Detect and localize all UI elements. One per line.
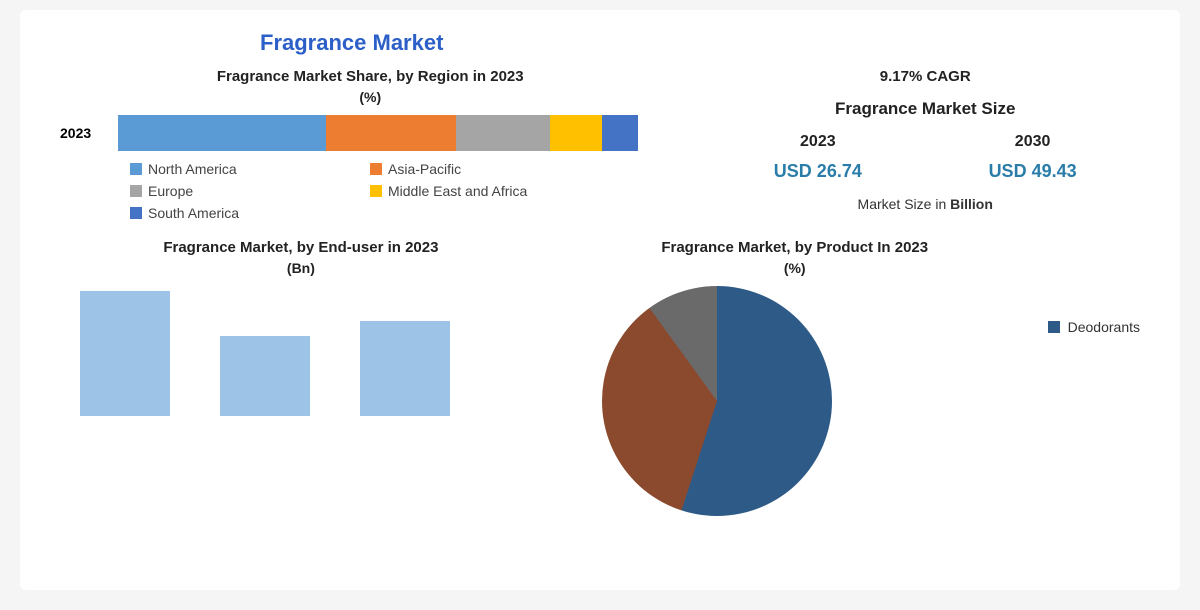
legend-label: North America xyxy=(148,161,237,177)
legend-label: Europe xyxy=(148,183,193,199)
stacked-bar xyxy=(118,115,638,151)
bar xyxy=(80,291,170,416)
stacked-bar-segment xyxy=(118,115,326,151)
legend-item: Middle East and Africa xyxy=(370,183,580,199)
region-chart-subtitle: (%) xyxy=(60,89,680,105)
main-title: Fragrance Market xyxy=(260,30,1140,56)
legend-swatch xyxy=(130,163,142,175)
stacked-bar-segment xyxy=(326,115,456,151)
legend-label: South America xyxy=(148,205,239,221)
pie-chart xyxy=(602,286,832,516)
market-size-values-row: USD 26.74 USD 49.43 xyxy=(710,161,1140,182)
market-size-unit-prefix: Market Size in xyxy=(858,196,951,212)
market-size-year-0: 2023 xyxy=(800,133,836,151)
legend-label: Middle East and Africa xyxy=(388,183,527,199)
legend-swatch xyxy=(370,163,382,175)
legend-swatch xyxy=(130,207,142,219)
stacked-bar-row: 2023 xyxy=(60,115,680,151)
market-size-value-0: USD 26.74 xyxy=(774,161,862,182)
legend-item: North America xyxy=(130,161,340,177)
legend-item: South America xyxy=(130,205,340,221)
stacked-bar-segment xyxy=(550,115,602,151)
market-size-years-row: 2023 2030 xyxy=(710,133,1140,151)
bar xyxy=(220,336,310,416)
bottom-row: Fragrance Market, by End-user in 2023 (B… xyxy=(60,239,1140,516)
legend-swatch xyxy=(1048,321,1060,333)
legend-label: Deodorants xyxy=(1068,319,1140,335)
stacked-bar-segment xyxy=(456,115,550,151)
legend-swatch xyxy=(370,185,382,197)
pie-legend-item: Deodorants xyxy=(1048,319,1140,335)
market-size-unit: Market Size in Billion xyxy=(710,196,1140,212)
enduser-chart-title: Fragrance Market, by End-user in 2023 xyxy=(60,239,542,256)
market-size-unit-bold: Billion xyxy=(950,196,993,212)
region-chart-title: Fragrance Market Share, by Region in 202… xyxy=(60,68,680,85)
stacked-bar-segment xyxy=(602,115,638,151)
legend-swatch xyxy=(130,185,142,197)
legend-label: Asia-Pacific xyxy=(388,161,461,177)
product-chart-title: Fragrance Market, by Product In 2023 xyxy=(562,239,1028,256)
top-row: Fragrance Market Share, by Region in 202… xyxy=(60,68,1140,221)
region-chart-panel: Fragrance Market Share, by Region in 202… xyxy=(60,68,680,221)
cagr-text: 9.17% CAGR xyxy=(710,68,1140,85)
enduser-chart-subtitle: (Bn) xyxy=(60,260,542,276)
bar xyxy=(360,321,450,416)
market-size-year-1: 2030 xyxy=(1015,133,1051,151)
legend-item: Europe xyxy=(130,183,340,199)
legend-item: Asia-Pacific xyxy=(370,161,580,177)
market-size-panel: 9.17% CAGR Fragrance Market Size 2023 20… xyxy=(710,68,1140,221)
pie-wrap xyxy=(602,286,832,516)
product-chart-panel: Fragrance Market, by Product In 2023 (%)… xyxy=(562,239,1140,516)
stacked-bar-year-label: 2023 xyxy=(60,125,108,141)
pie-legend: Deodorants xyxy=(1048,319,1140,335)
market-size-title: Fragrance Market Size xyxy=(710,99,1140,119)
region-legend: North America Asia-Pacific Europe Middle Ea… xyxy=(130,161,610,221)
enduser-bars xyxy=(80,286,542,416)
product-chart-subtitle: (%) xyxy=(562,260,1028,276)
market-size-value-1: USD 49.43 xyxy=(989,161,1077,182)
infographic-card: Fragrance Market Fragrance Market Share,… xyxy=(20,10,1180,590)
enduser-chart-panel: Fragrance Market, by End-user in 2023 (B… xyxy=(60,239,542,516)
